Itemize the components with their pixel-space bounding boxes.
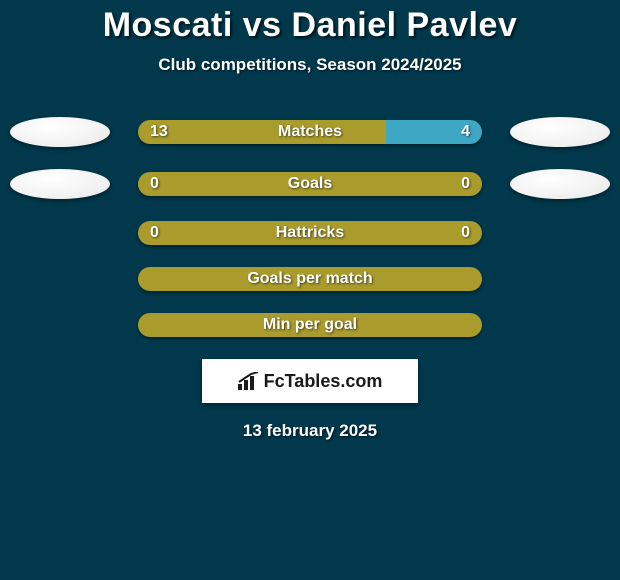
- bar-segment-left: [138, 221, 482, 245]
- stat-bar: Min per goal: [138, 313, 482, 337]
- stat-rows: Matches134 Goals00 Hattricks00 Goals per ma…: [0, 117, 620, 337]
- bar-segment-left: [138, 120, 386, 144]
- stat-row: Matches134: [0, 117, 620, 147]
- bar-segment-left: [138, 313, 482, 337]
- stat-bar: Goals per match: [138, 267, 482, 291]
- bar-segment-right: [386, 120, 482, 144]
- stat-bar: Matches134: [138, 120, 482, 144]
- stat-row: Goals00: [0, 169, 620, 199]
- stat-row: Min per goal: [0, 313, 620, 337]
- logo-box: FcTables.com: [202, 359, 418, 403]
- bar-segment-left: [138, 172, 482, 196]
- bar-segment-left: [138, 267, 482, 291]
- chart-icon: [238, 372, 260, 390]
- avatar-left: [10, 117, 110, 147]
- logo-text: FcTables.com: [264, 371, 383, 392]
- stat-bar: Hattricks00: [138, 221, 482, 245]
- avatar-left: [10, 169, 110, 199]
- page-title: Moscati vs Daniel Pavlev: [0, 6, 620, 45]
- subtitle: Club competitions, Season 2024/2025: [0, 55, 620, 75]
- comparison-card: Moscati vs Daniel Pavlev Club competitio…: [0, 0, 620, 441]
- date: 13 february 2025: [0, 421, 620, 441]
- stat-bar: Goals00: [138, 172, 482, 196]
- avatar-right: [510, 169, 610, 199]
- stat-row: Hattricks00: [0, 221, 620, 245]
- avatar-right: [510, 117, 610, 147]
- logo: FcTables.com: [238, 371, 383, 392]
- stat-row: Goals per match: [0, 267, 620, 291]
